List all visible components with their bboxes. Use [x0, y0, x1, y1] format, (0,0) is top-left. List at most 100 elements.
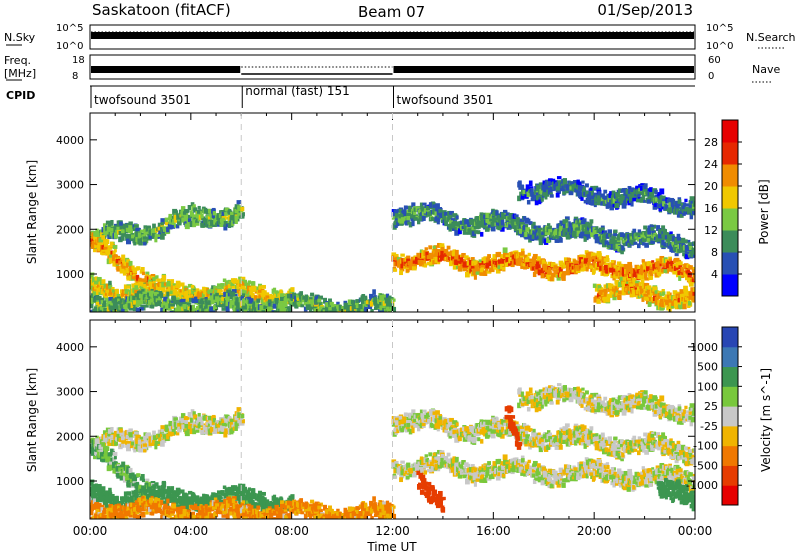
echo-cell: [541, 259, 546, 266]
echo-cell: [532, 221, 536, 227]
echo-cell: [559, 226, 564, 233]
echo-cell: [538, 182, 544, 186]
echo-cell: [309, 306, 314, 310]
echo-cell: [613, 229, 618, 234]
echo-cell: [144, 304, 149, 308]
echo-cell: [100, 300, 104, 305]
echo-cell: [324, 306, 329, 312]
echo-cell: [547, 189, 553, 195]
echo-cell: [219, 302, 224, 307]
echo-cell: [554, 228, 559, 234]
echo-cell: [399, 270, 404, 276]
echo-cell: [137, 238, 143, 245]
echo-cell: [578, 260, 583, 265]
echo-cell: [143, 231, 149, 236]
echo-cell: [414, 259, 420, 265]
echo-cell: [236, 200, 242, 205]
echo-cell: [444, 222, 448, 227]
echo-cell: [446, 251, 451, 256]
echo-cell: [226, 295, 231, 302]
echo-cell: [125, 227, 130, 232]
echo-cell: [509, 251, 514, 257]
echo-cell: [624, 281, 629, 286]
echo-cell: [339, 312, 342, 316]
echo-cell: [576, 191, 580, 197]
echo-cell: [603, 284, 608, 289]
echo-cell: [145, 271, 150, 276]
echo-cell: [576, 265, 581, 271]
echo-cell: [277, 306, 283, 310]
echo-cell: [541, 267, 545, 272]
echo-cell: [637, 229, 642, 233]
echo-cell: [128, 275, 132, 280]
echo-cell: [675, 257, 680, 264]
echo-cell: [157, 222, 163, 228]
echo-cell: [622, 277, 626, 282]
echo-cell: [510, 220, 515, 224]
echo-cell: [181, 313, 186, 319]
echo-cell: [192, 204, 196, 209]
echo-cell: [623, 236, 628, 241]
echo-cell: [657, 273, 662, 277]
echo-band-3: [90, 288, 397, 319]
echo-cell: [343, 313, 348, 316]
echo-cell: [174, 309, 178, 312]
echo-cell: [485, 221, 489, 226]
echo-cell: [661, 204, 665, 210]
echo-cell: [103, 283, 107, 289]
echo-cell: [676, 302, 681, 306]
echo-cell: [480, 264, 485, 269]
echo-cell: [201, 292, 206, 298]
echo-cell: [679, 210, 683, 215]
echo-cell: [145, 282, 150, 286]
echo-cell: [231, 284, 237, 289]
echo-cell: [634, 264, 640, 271]
echo-cell: [391, 212, 396, 218]
echo-cell: [136, 266, 141, 270]
echo-cell: [318, 301, 322, 307]
echo-cell: [661, 234, 666, 238]
echo-cell: [187, 205, 191, 211]
echo-cell: [350, 299, 355, 304]
echo-cell: [317, 312, 321, 315]
echo-cell: [247, 282, 251, 287]
echo-cell: [615, 273, 619, 279]
echo-cell: [180, 206, 186, 212]
echo-cell: [562, 219, 567, 224]
echo-cell: [138, 290, 143, 296]
echo-cell: [483, 258, 487, 264]
echo-cell: [92, 291, 96, 297]
echo-cell: [592, 230, 598, 235]
echo-cell: [282, 313, 286, 316]
echo-cell: [108, 257, 113, 264]
echo-cell: [629, 195, 634, 201]
echo-cell: [535, 190, 539, 195]
echo-cell: [203, 288, 207, 295]
echo-cell: [572, 179, 577, 186]
echo-cell: [522, 190, 527, 195]
echo-cell: [221, 305, 227, 311]
y-tick-label: 4000: [56, 134, 84, 147]
echo-cell: [490, 267, 495, 273]
echo-cell: [579, 254, 584, 260]
echo-cell: [268, 312, 271, 316]
echo-cell: [430, 217, 434, 221]
echo-cell: [410, 214, 416, 219]
echo-cell: [619, 196, 624, 202]
echo-cell: [485, 268, 489, 273]
echo-cell: [568, 191, 574, 196]
echo-cell: [666, 199, 671, 204]
echo-cell: [232, 293, 238, 298]
echo-cell: [536, 184, 541, 190]
echo-cell: [223, 291, 228, 298]
echo-cell: [607, 229, 613, 235]
echo-cell: [639, 285, 644, 290]
echo-cell: [133, 297, 138, 303]
echo-cell: [125, 267, 130, 274]
echo-cell: [110, 227, 114, 232]
echo-cell: [139, 269, 144, 274]
echo-cell: [421, 215, 426, 220]
echo-cell: [540, 196, 544, 202]
echo-cell: [313, 304, 318, 311]
echo-cell: [170, 303, 176, 307]
